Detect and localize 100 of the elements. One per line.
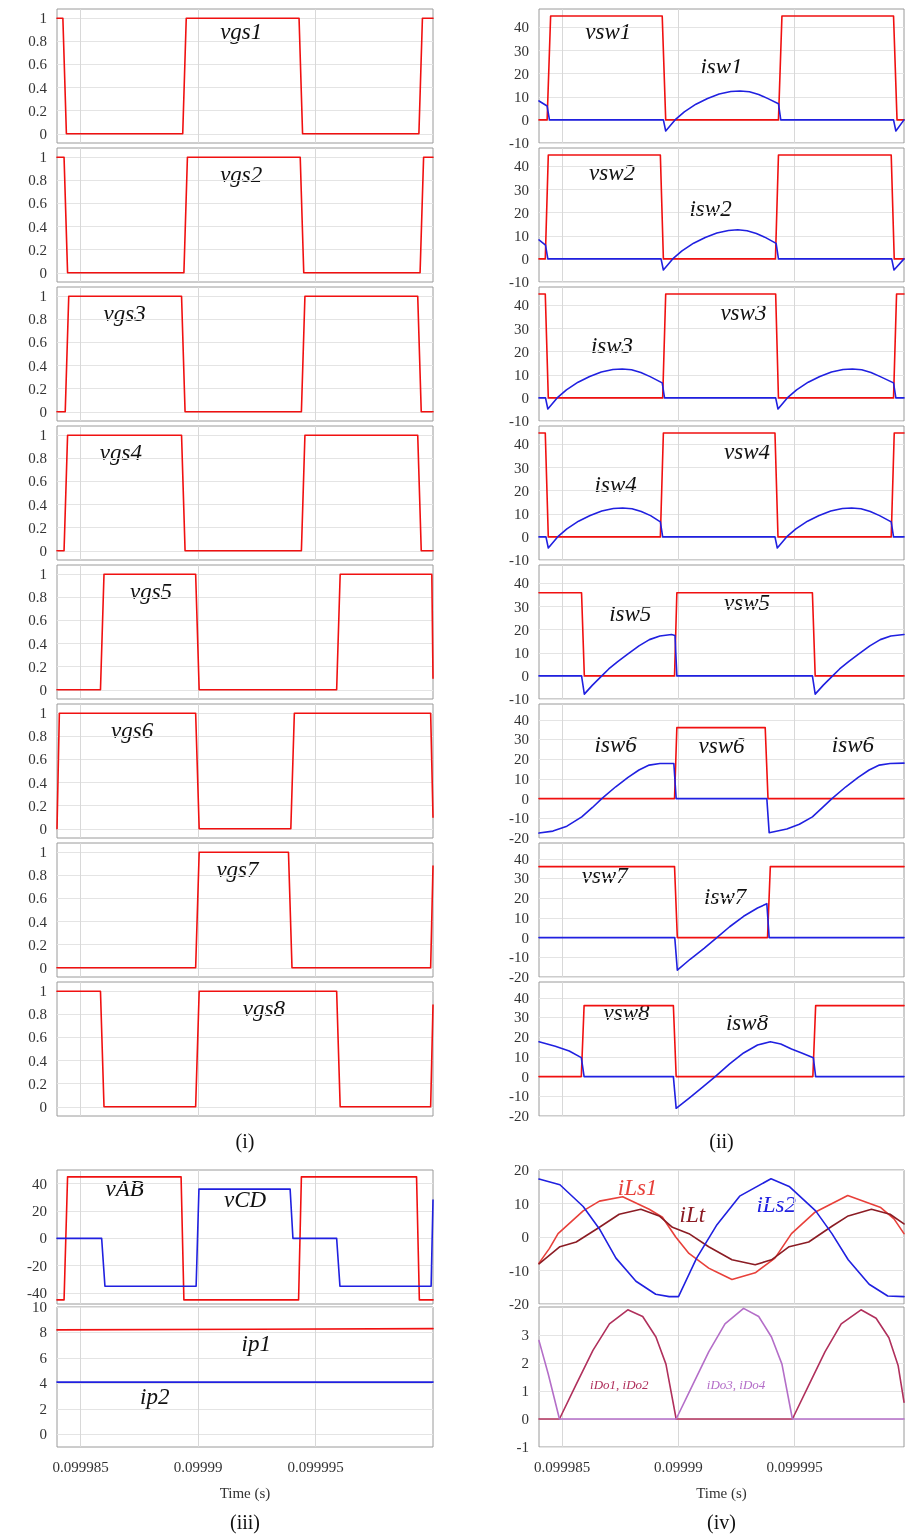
y-tick-label: 0 — [39, 681, 47, 698]
y-tick-label: 0.8 — [28, 172, 47, 189]
y-tick-label: 20 — [514, 1029, 529, 1046]
x-axis-title: Time (s) — [696, 1484, 747, 1502]
y-tick-label: 1 — [39, 844, 47, 861]
y-tick-label: -10 — [509, 552, 529, 568]
y-tick-label: -10 — [509, 274, 529, 290]
y-tick-label: 0.2 — [28, 797, 47, 814]
y-tick-label: 40 — [32, 1175, 47, 1192]
y-tick-label: 0 — [39, 1098, 47, 1115]
y-tick-label: 30 — [514, 42, 529, 59]
y-tick-label: 0 — [521, 250, 529, 267]
line-series — [538, 368, 905, 410]
line-series — [538, 1177, 905, 1298]
line-series — [538, 90, 905, 132]
text: (iii) — [230, 1511, 260, 1534]
y-tick-label: 0.6 — [28, 751, 48, 768]
series-label: vgs1 — [220, 19, 263, 45]
y-tick-label: 0 — [39, 542, 47, 559]
y-tick-label: -20 — [509, 830, 529, 846]
y-tick-label: 40 — [514, 19, 529, 36]
y-tick-label: 40 — [514, 989, 529, 1006]
series-label: iDo3, iDo4 — [706, 1376, 766, 1392]
y-tick-label: 0.4 — [28, 357, 48, 374]
y-tick-label: -1 — [516, 1439, 529, 1455]
y-tick-label: -20 — [27, 1257, 47, 1274]
y-tick-label: 10 — [514, 1048, 529, 1065]
y-tick-label: 0.8 — [28, 589, 47, 606]
y-tick-label: 1 — [39, 288, 47, 305]
y-tick-label: 1 — [39, 566, 47, 583]
y-tick-label: 10 — [514, 505, 529, 522]
x-tick-label: 0.09999 — [173, 1458, 223, 1475]
y-tick-label: 1 — [521, 1383, 529, 1399]
y-tick-label: 0 — [39, 403, 47, 420]
y-tick-label: 0.2 — [28, 102, 47, 119]
y-tick-label: 0 — [39, 264, 47, 281]
y-tick-label: 0.6 — [28, 195, 48, 212]
y-tick-label: 10 — [514, 644, 529, 661]
series-label: vAB — [105, 1176, 144, 1202]
series-label: iDo1, iDo2 — [590, 1376, 650, 1392]
series-label: vsw4 — [724, 438, 771, 464]
y-tick-label: 0.6 — [28, 473, 48, 490]
y-tick-label: 0.2 — [28, 658, 47, 675]
line-series — [538, 902, 905, 971]
y-tick-label: 20 — [514, 621, 529, 638]
y-tick-label: 0.8 — [28, 311, 47, 328]
y-tick-label: 0.4 — [28, 218, 48, 235]
line-series — [538, 762, 905, 834]
line-series — [538, 228, 905, 271]
y-tick-label: 3 — [521, 1327, 529, 1343]
y-tick-label: 1 — [39, 427, 47, 444]
y-tick-label: 0.6 — [28, 612, 48, 629]
y-tick-label: 20 — [514, 65, 529, 82]
y-tick-label: 20 — [514, 890, 529, 907]
y-tick-label: 0.2 — [28, 1075, 47, 1092]
y-tick-label: 0 — [521, 389, 529, 406]
y-tick-label: 0 — [521, 790, 529, 807]
y-tick-label: 0.2 — [28, 241, 47, 258]
y-tick-label: 0.8 — [28, 33, 47, 50]
y-tick-label: 0 — [521, 1411, 529, 1427]
y-tick-label: 4 — [39, 1375, 48, 1392]
y-tick-label: 30 — [514, 598, 529, 615]
y-tick-label: 20 — [514, 204, 529, 221]
x-tick-label: 0.099985 — [52, 1458, 109, 1475]
x-axis-title: Time (s) — [219, 1484, 271, 1502]
y-tick-label: 0 — [521, 1068, 529, 1085]
line-series — [538, 1194, 905, 1281]
series-label: iLs1 — [617, 1174, 658, 1200]
y-tick-label: 0.4 — [28, 913, 48, 930]
y-tick-label: 0 — [39, 820, 47, 837]
line-series — [538, 1040, 905, 1110]
line-series — [538, 507, 905, 549]
y-tick-label: 10 — [514, 1195, 529, 1212]
y-tick-label: 1 — [39, 983, 47, 1000]
y-tick-label: 10 — [514, 366, 529, 383]
y-tick-label: 30 — [514, 459, 529, 476]
y-tick-label: 0.8 — [28, 1006, 47, 1023]
series-label: iLt — [679, 1201, 706, 1227]
text: (i) — [235, 1130, 255, 1153]
y-tick-label: 1 — [39, 10, 47, 27]
y-tick-label: 0 — [521, 667, 529, 684]
y-tick-label: 0.4 — [28, 79, 48, 96]
x-tick-label: 0.09999 — [654, 1458, 703, 1475]
y-tick-label: 40 — [514, 158, 529, 175]
y-tick-label: 0.8 — [28, 450, 47, 467]
y-tick-label: 10 — [514, 909, 529, 926]
series-label: isw8 — [725, 1009, 769, 1035]
y-tick-label: 10 — [514, 227, 529, 244]
y-tick-label: 0 — [39, 1426, 47, 1443]
y-tick-label: 1 — [39, 705, 47, 722]
y-tick-label: 40 — [514, 297, 529, 314]
y-tick-label: 30 — [514, 1009, 529, 1026]
y-tick-label: -10 — [509, 135, 529, 151]
y-tick-label: 2 — [39, 1400, 47, 1417]
y-tick-label: 20 — [514, 1162, 529, 1178]
y-tick-label: 10 — [514, 88, 529, 105]
y-tick-label: 0.6 — [28, 1029, 48, 1046]
y-tick-label: 30 — [514, 870, 529, 887]
series-label: vCD — [223, 1186, 267, 1212]
y-tick-label: 0.6 — [28, 890, 48, 907]
